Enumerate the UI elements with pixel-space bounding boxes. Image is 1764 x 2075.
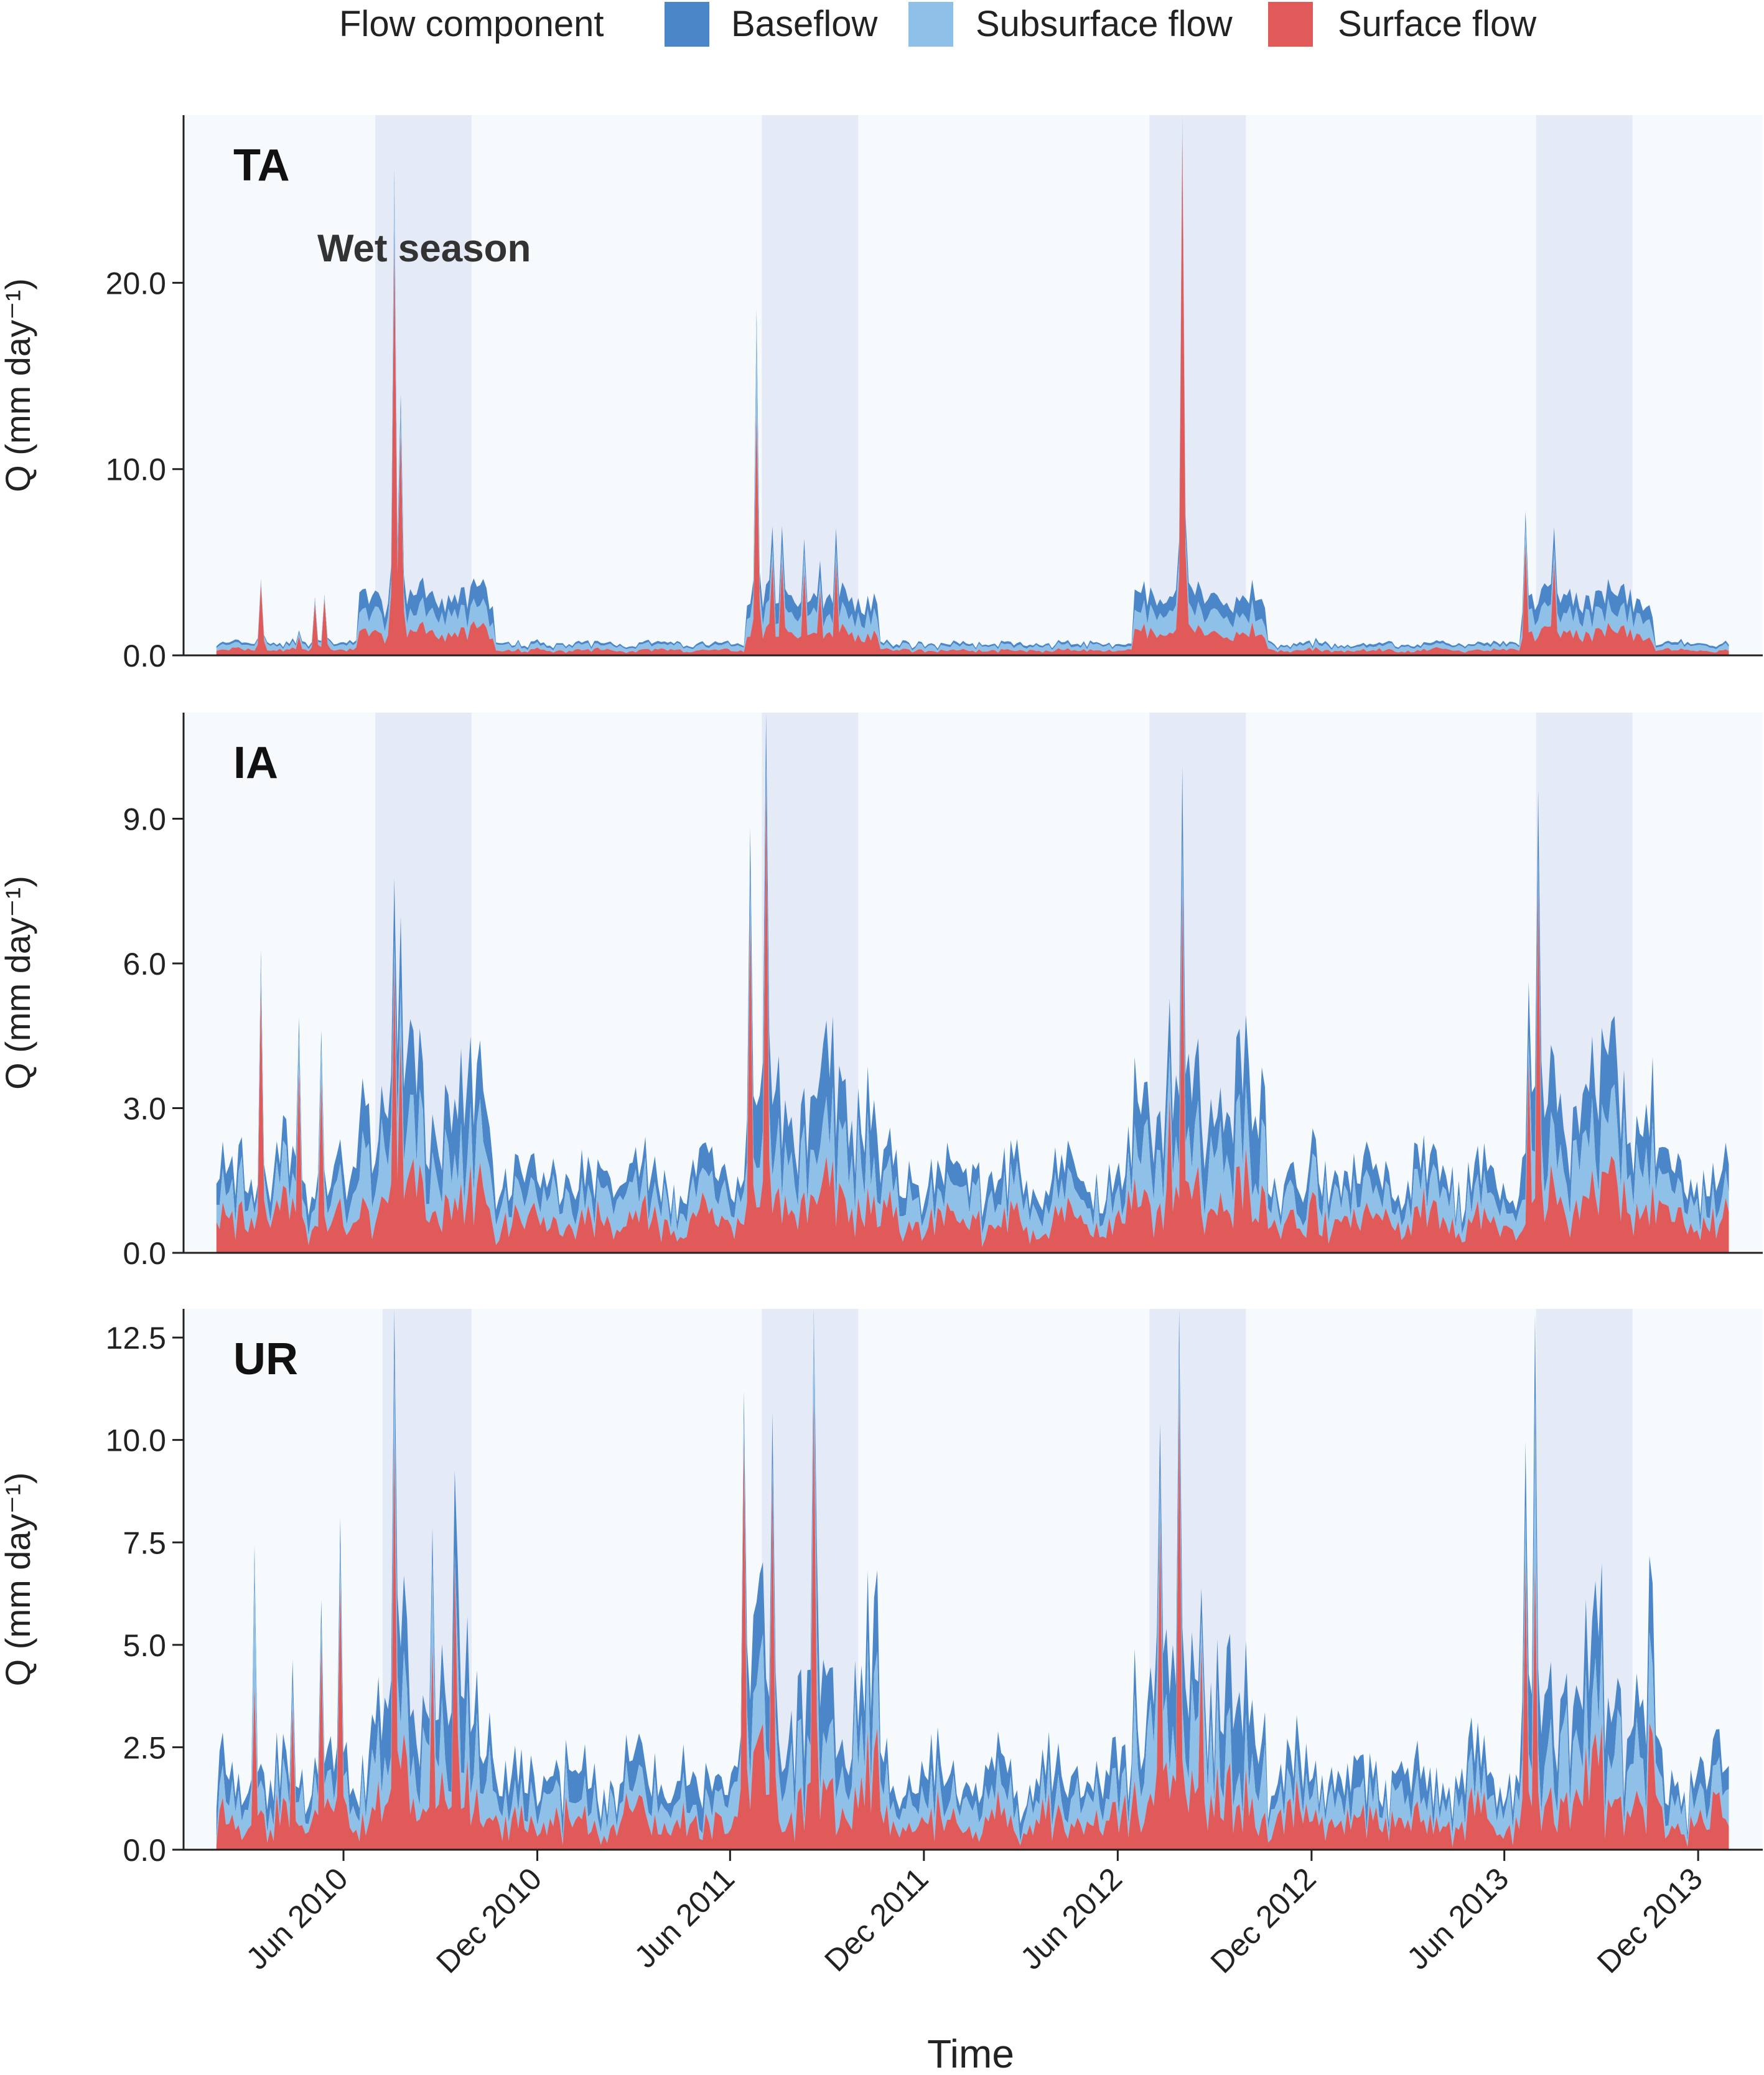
x-axis-title: Time (927, 2031, 1014, 2075)
wet-season-band (1536, 115, 1633, 655)
y-tick-label: 0.0 (123, 1833, 166, 1868)
y-tick-label: 7.5 (123, 1525, 166, 1560)
y-tick-label: 9.0 (123, 802, 166, 837)
chart-panels: 0.0 10.0 20.0 Q (mm day⁻¹) TA Wet season 0.0 3.… (0, 115, 1763, 1868)
x-tick-label: Dec 2012 (1204, 1861, 1323, 1980)
y-axis-title: Q (mm day⁻¹) (0, 278, 37, 492)
series-baseflow (216, 1309, 1729, 1843)
panel-ur: 0.0 2.5 5.0 7.5 10.0 12.5 Q (mm day⁻¹) UR (0, 1309, 1763, 1868)
series-subsurface-flow (216, 767, 1729, 1247)
x-tick-label: Dec 2013 (1590, 1861, 1709, 1980)
legend-swatch-subsurface (908, 2, 953, 47)
series-surface-flow (216, 1398, 1729, 1850)
y-tick-label: 10.0 (106, 452, 166, 487)
legend: Flow component Baseflow Subsurface flow … (339, 2, 1537, 47)
y-axis-title: Q (mm day⁻¹) (0, 876, 37, 1090)
legend-label-surface: Surface flow (1338, 4, 1537, 44)
wet-season-annotation: Wet season (317, 227, 531, 270)
legend-label-baseflow: Baseflow (731, 4, 878, 44)
x-tick-label: Jun 2011 (628, 1861, 741, 1974)
panel-ta: 0.0 10.0 20.0 Q (mm day⁻¹) TA Wet season (0, 115, 1763, 673)
x-tick-label: Jun 2013 (1400, 1861, 1515, 1976)
x-tick-label: Jun 2012 (1014, 1861, 1129, 1976)
y-tick-label: 10.0 (106, 1423, 166, 1458)
x-axis: Jun 2010 Dec 2010 Jun 2011 Dec 2011 Jun 2012… (240, 1850, 1709, 1980)
y-tick-label: 2.5 (123, 1730, 166, 1765)
wet-season-band (1149, 115, 1246, 655)
legend-swatch-surface (1268, 2, 1313, 47)
panel-label: IA (233, 738, 278, 788)
panel-label: UR (233, 1334, 298, 1384)
x-tick-label: Dec 2011 (818, 1861, 935, 1978)
panel-label: TA (233, 141, 290, 190)
y-tick-label: 12.5 (106, 1321, 166, 1356)
y-axis-title: Q (mm day⁻¹) (0, 1473, 37, 1687)
legend-swatch-baseflow (665, 2, 709, 47)
y-tick-label: 0.0 (123, 639, 166, 673)
y-tick-label: 0.0 (123, 1236, 166, 1271)
x-tick-label: Dec 2010 (429, 1861, 548, 1980)
panel-ia: 0.0 3.0 6.0 9.0 Q (mm day⁻¹) IA (0, 713, 1763, 1271)
legend-label-subsurface: Subsurface flow (976, 4, 1233, 44)
y-tick-label: 20.0 (106, 266, 166, 301)
y-tick-label: 6.0 (123, 947, 166, 981)
x-tick-label: Jun 2010 (240, 1861, 355, 1976)
y-tick-label: 5.0 (123, 1628, 166, 1663)
legend-title: Flow component (339, 4, 604, 44)
y-tick-label: 3.0 (123, 1092, 166, 1126)
wet-season-band (762, 115, 859, 655)
wet-season-band (375, 115, 472, 655)
